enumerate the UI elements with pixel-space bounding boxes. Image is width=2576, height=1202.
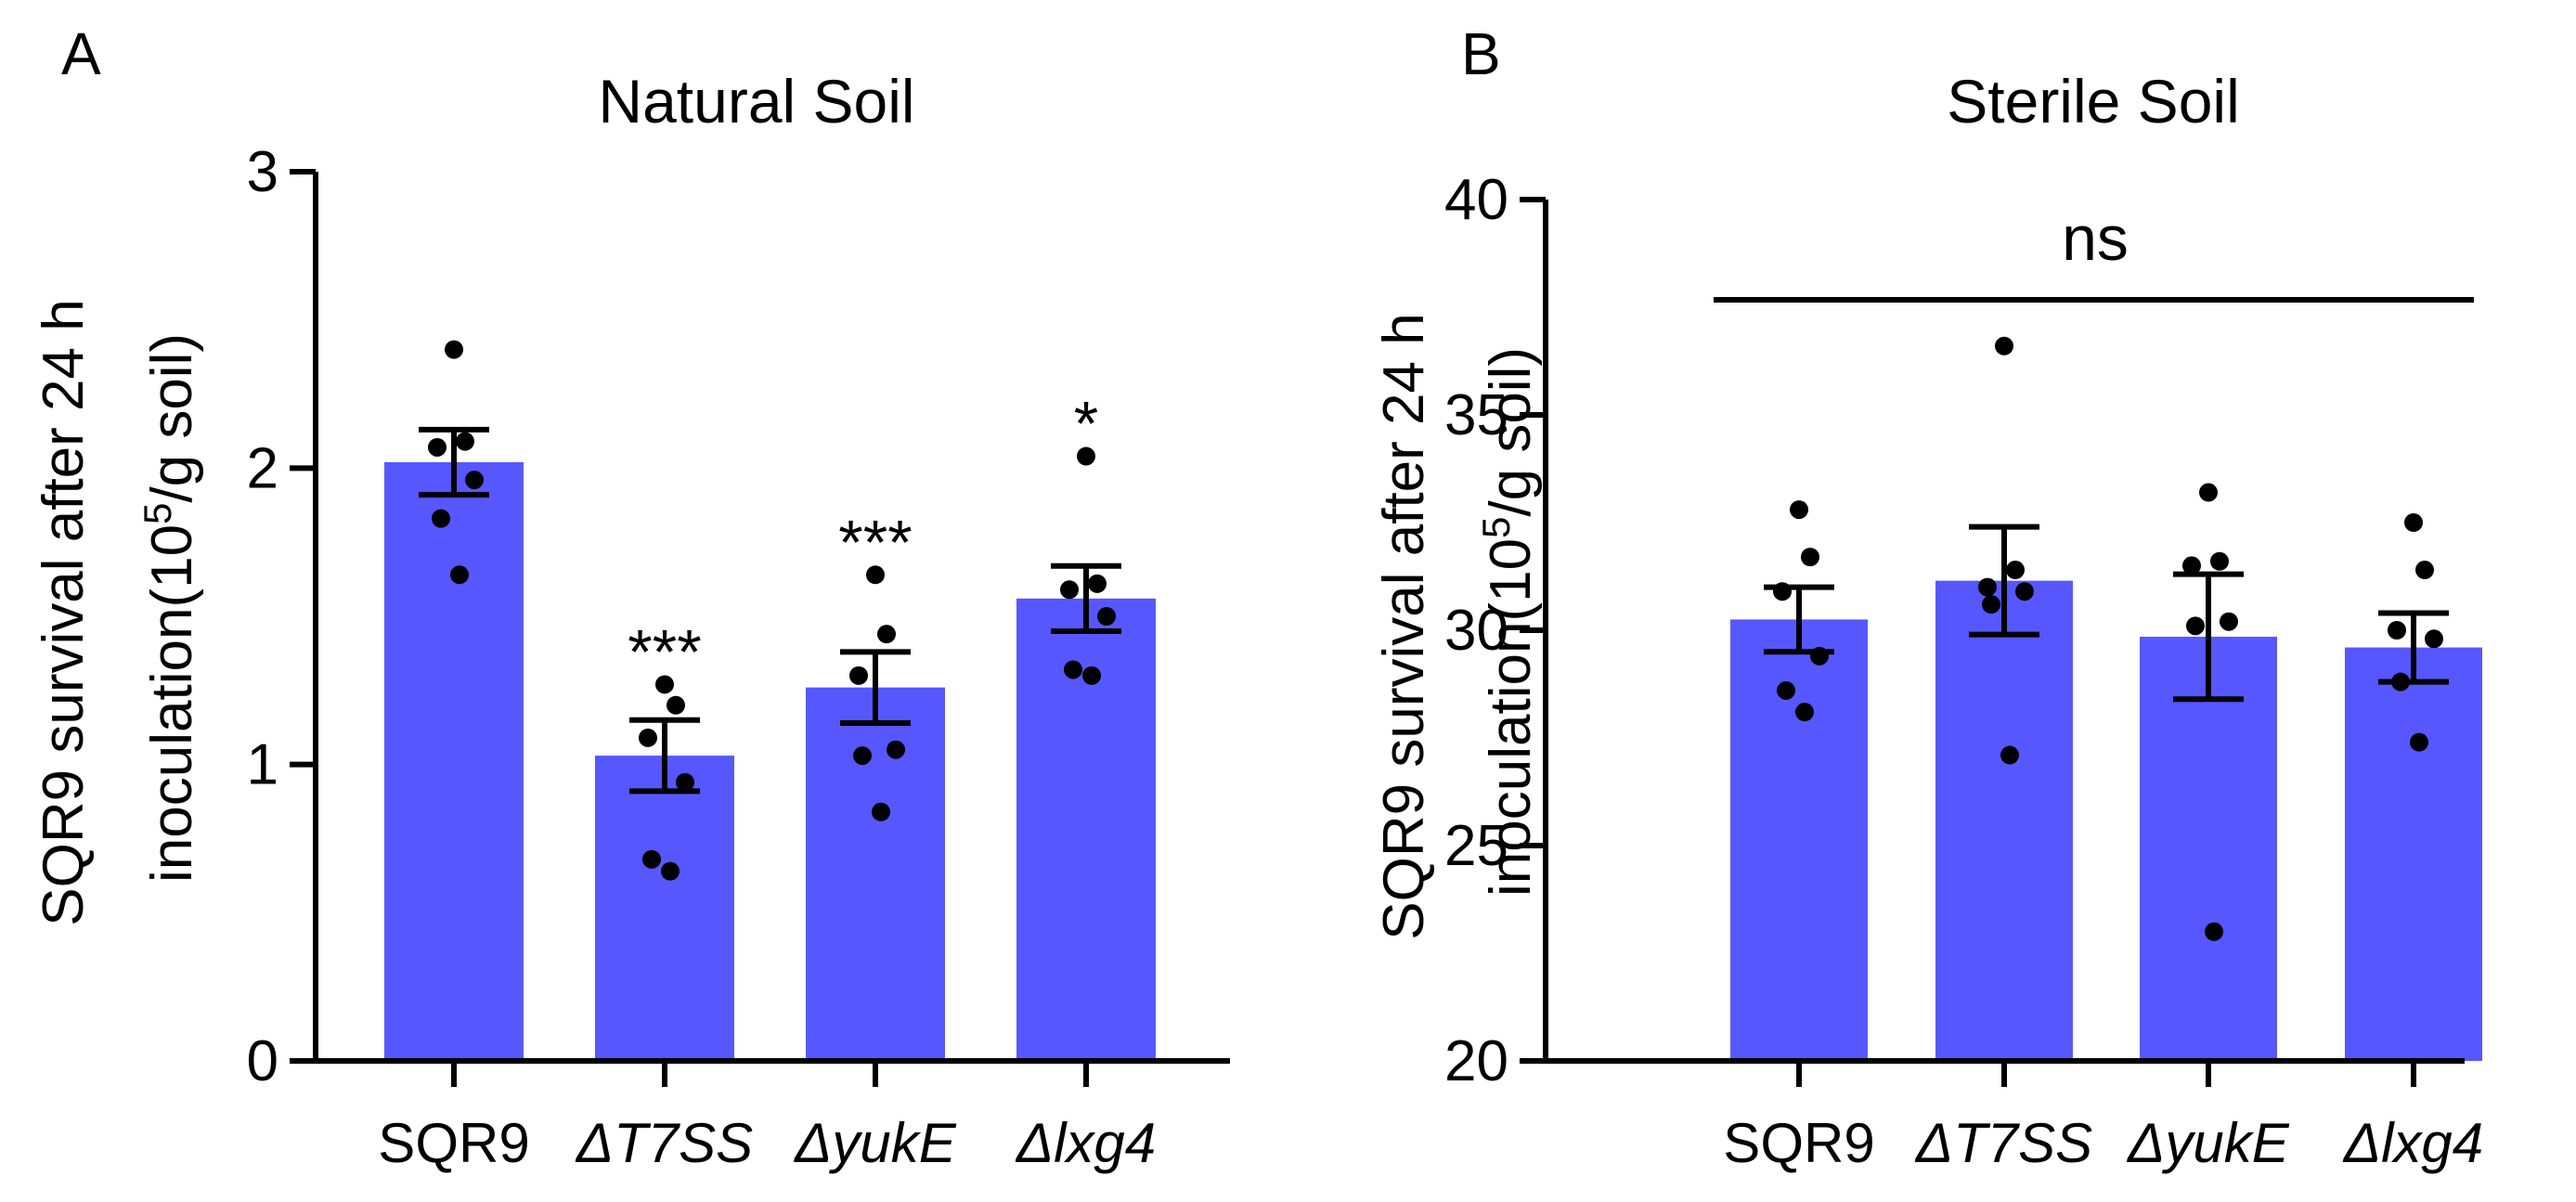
panel-b-data-point bbox=[2182, 556, 2201, 575]
panel-b-data-point bbox=[2000, 745, 2019, 765]
panel-b-y-tick-label: 25 bbox=[1444, 814, 1508, 878]
panel-b-data-point bbox=[2220, 612, 2238, 631]
panel-a-bar bbox=[1016, 598, 1156, 1061]
panel-b-y-tick-label: 20 bbox=[1444, 1029, 1508, 1093]
panel-a-data-point bbox=[428, 437, 447, 457]
panel-a-significance-label: *** bbox=[628, 616, 701, 687]
panel-b-data-point bbox=[1810, 646, 1829, 666]
panel-a-y-tick-label: 2 bbox=[247, 436, 278, 500]
panel-a-y-tick-label: 0 bbox=[247, 1029, 278, 1093]
panel-a-ylabel-line2-pre: inoculation(10 bbox=[140, 524, 204, 883]
panel-a-ylabel-line2-post: /g soil) bbox=[140, 333, 204, 503]
panel-b-title: Sterile Soil bbox=[1947, 67, 2239, 136]
panel-b-data-point bbox=[2415, 561, 2434, 580]
panel-b-category-label: ΔT7SS bbox=[1914, 1112, 2092, 1174]
panel-a-category-label: Δlxg4 bbox=[1015, 1112, 1156, 1174]
panel-a-data-point bbox=[1060, 580, 1079, 600]
panel-b-y-tick-label: 30 bbox=[1444, 599, 1508, 663]
panel-a-y-tick-label: 3 bbox=[247, 140, 278, 204]
panel-a-category-label: SQR9 bbox=[378, 1112, 529, 1174]
panel-a-data-point bbox=[667, 695, 685, 715]
panel-b-data-point bbox=[1801, 548, 1819, 567]
panel-b-ylabel-line2-post: /g soil) bbox=[1479, 347, 1543, 517]
panel-b-data-point bbox=[2404, 513, 2423, 532]
panel-b-data-point bbox=[2388, 621, 2406, 640]
panel-a-data-point bbox=[1077, 446, 1095, 466]
panel-a-ylabel-line2: inoculation(105/g soil) bbox=[136, 333, 204, 883]
panel-b-y-tick-label: 40 bbox=[1444, 168, 1508, 232]
panel-b-data-point bbox=[2391, 672, 2410, 691]
panel-b-bar bbox=[1730, 619, 1868, 1061]
panel-b-bar bbox=[1935, 580, 2073, 1061]
panel-b-data-point bbox=[2199, 483, 2218, 502]
panel-a-bar bbox=[384, 461, 524, 1061]
panel-a-title: Natural Soil bbox=[598, 67, 914, 136]
panel-b-data-point bbox=[1978, 577, 1997, 597]
panel-b-ylabel-line1: SQR9 survival after 24 h bbox=[1372, 313, 1436, 939]
panel-b-bar bbox=[2345, 647, 2482, 1061]
panel-b-category-label: SQR9 bbox=[1723, 1112, 1874, 1174]
panel-a-data-point bbox=[872, 802, 890, 821]
panel-b-category-label: Δlxg4 bbox=[2342, 1112, 2483, 1174]
panel-b-data-point bbox=[2006, 561, 2025, 580]
panel-b-data-point bbox=[1995, 336, 2013, 355]
panel-a-data-point bbox=[465, 471, 484, 490]
panel-a-bar bbox=[595, 756, 734, 1061]
panel-a-bar bbox=[806, 687, 945, 1061]
panel-a-significance-label: *** bbox=[838, 507, 912, 577]
panel-a-data-point bbox=[849, 666, 868, 685]
panel-a-data-point bbox=[642, 849, 661, 869]
panel-a-data-point bbox=[1088, 574, 1107, 593]
panel-a-data-point bbox=[450, 565, 469, 585]
panel-b-data-point bbox=[1777, 680, 1795, 700]
panel-a-data-point bbox=[676, 772, 694, 792]
panel-a-data-point bbox=[655, 675, 674, 694]
panel-a-data-point bbox=[877, 625, 896, 644]
panel-a-category-label: ΔT7SS bbox=[575, 1112, 753, 1174]
panel-b-data-point bbox=[2015, 582, 2034, 601]
panel-a-data-point bbox=[432, 509, 450, 528]
panel-a-data-point bbox=[1082, 666, 1101, 685]
panel-a-data-point bbox=[639, 728, 657, 747]
panel-a-data-point bbox=[866, 565, 885, 585]
panel-a-category-label: ΔyukE bbox=[793, 1112, 957, 1174]
panel-b-plot: 20 25 30 35 40 SQR9 ΔT7SS ΔyukE Δlxg4 ns bbox=[1444, 168, 2483, 1174]
panel-b-bar bbox=[2140, 636, 2277, 1061]
panel-a-ylabel-line2-sup: 5 bbox=[136, 503, 179, 524]
panel-b-ylabel-line2: inoculation(105/g soil) bbox=[1474, 347, 1543, 897]
panel-b-data-point bbox=[2425, 629, 2443, 649]
panel-a-significance-label: * bbox=[1074, 389, 1098, 459]
panel-b-data-point bbox=[2210, 551, 2229, 571]
panel-b-significance-label: ns bbox=[2062, 203, 2129, 274]
panel-a-letter: A bbox=[61, 20, 101, 87]
panel-a-ylabel-line1: SQR9 survival after 24 h bbox=[32, 299, 96, 925]
panel-a-data-point bbox=[887, 740, 905, 759]
panel-b-category-label: ΔyukE bbox=[2126, 1112, 2290, 1174]
panel-b-data-point bbox=[1790, 500, 1808, 520]
panel-b-data-point bbox=[2410, 732, 2428, 752]
panel-b-ylabel-line2-sup: 5 bbox=[1474, 517, 1518, 538]
panel-b-ylabel-line2-pre: inoculation(10 bbox=[1479, 538, 1543, 897]
panel-b-y-tick-label: 35 bbox=[1444, 383, 1508, 447]
panel-b-data-point bbox=[1982, 595, 2000, 614]
panel-a-data-point bbox=[456, 432, 474, 451]
panel-a-data-point bbox=[661, 861, 680, 881]
panel-b-letter: B bbox=[1461, 20, 1501, 87]
panel-a-data-point bbox=[445, 340, 463, 359]
panel-a-data-point bbox=[1064, 660, 1082, 679]
panel-b-data-point bbox=[1773, 582, 1792, 601]
panel-a-data-point bbox=[853, 746, 872, 766]
panel-b-data-point bbox=[2205, 922, 2223, 941]
panel-a-y-tick-label: 1 bbox=[247, 733, 278, 797]
panel-b-data-point bbox=[2186, 616, 2205, 636]
panel-b-data-point bbox=[1795, 703, 1814, 722]
panel-a-data-point bbox=[1097, 607, 1116, 626]
